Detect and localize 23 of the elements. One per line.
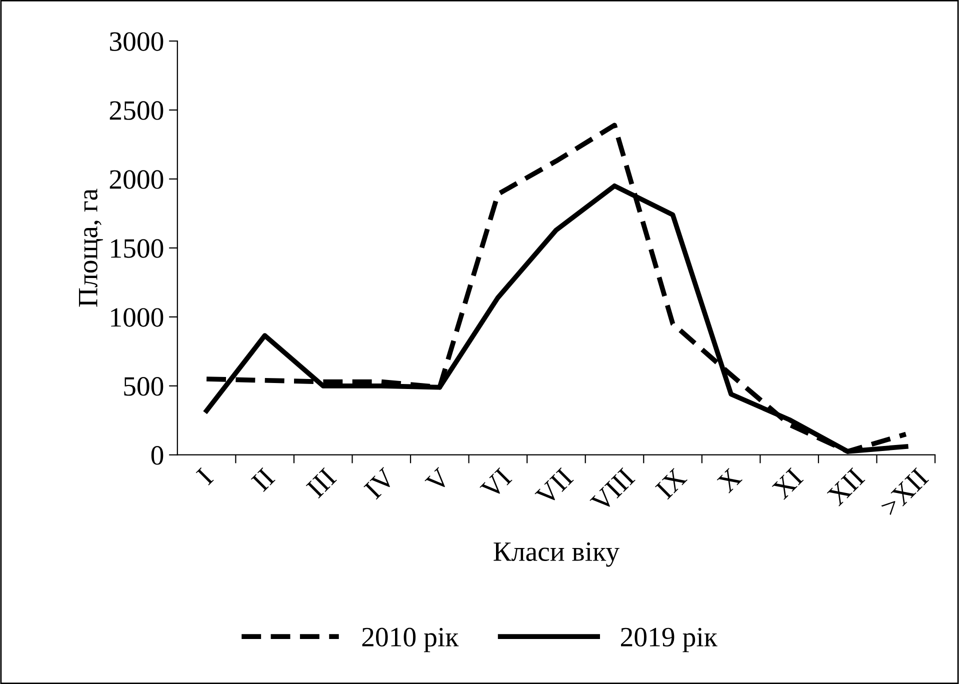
x-tick-label: XII — [826, 467, 866, 506]
y-tick-label: 3000 — [110, 32, 164, 51]
x-tick-label: V — [424, 466, 452, 494]
y-tick-label: 500 — [124, 377, 164, 396]
x-axis-title: Класи віку — [494, 542, 620, 567]
y-tick-label: 0 — [151, 446, 164, 465]
y-axis-title: Площа, га — [79, 188, 103, 307]
x-tick-label: IX — [654, 467, 688, 500]
x-tick-label: X — [716, 467, 743, 494]
x-tick-label: III — [306, 467, 337, 499]
x-tick-label: XI — [771, 467, 804, 500]
x-tick-label: II — [250, 467, 276, 492]
y-tick-label: 1500 — [111, 239, 164, 258]
legend-label: 2019 рік — [620, 628, 718, 652]
x-tick-label: I — [196, 467, 214, 486]
x-tick-label: VII — [534, 467, 574, 507]
x-tick-label: VI — [480, 467, 513, 500]
y-tick-label: 2000 — [110, 170, 164, 189]
x-tick-label: IV — [364, 466, 397, 500]
x-tick-label: VIII — [590, 467, 636, 514]
y-tick-label: 1000 — [111, 308, 164, 327]
legend-label: 2010 рік — [362, 628, 459, 652]
y-tick-label: 2500 — [110, 101, 164, 120]
